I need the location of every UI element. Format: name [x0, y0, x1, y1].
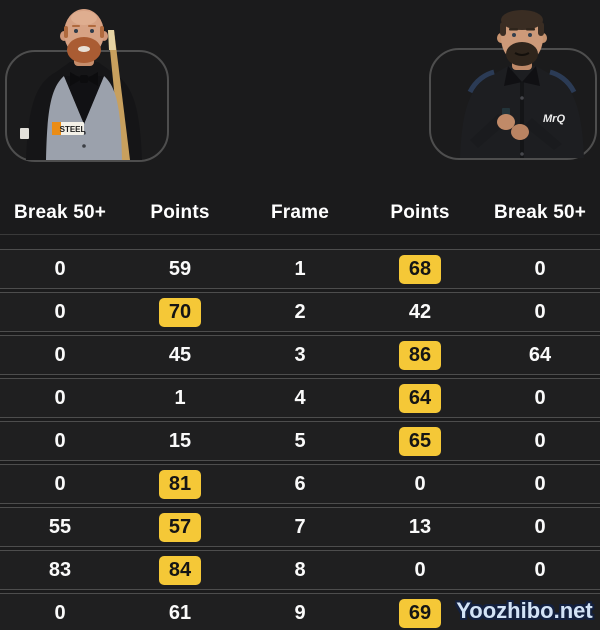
frame-row: 0 70 2 42 0 [0, 292, 600, 332]
right-break-value: 64 [528, 343, 552, 366]
player-right-avatar: MrQ [460, 10, 584, 158]
frame-row: 83 84 8 0 0 [0, 550, 600, 590]
right-points-value: 86 [398, 340, 442, 370]
frame-number: 9 [294, 601, 306, 624]
left-break-value: 0 [54, 601, 66, 624]
frame-number: 2 [294, 300, 306, 323]
right-break-value: 0 [534, 386, 546, 409]
left-points-value: 59 [168, 257, 192, 280]
right-points-value: 13 [408, 515, 432, 538]
left-points-value: 57 [158, 512, 202, 542]
svg-text:STEEL: STEEL [60, 125, 86, 134]
frame-row: 0 1 4 64 0 [0, 378, 600, 418]
frame-row: 0 15 5 65 0 [0, 421, 600, 461]
player-right-photo: MrQ [436, 8, 594, 158]
player-left-photo: STEEL [8, 6, 160, 160]
left-points-value: 1 [174, 386, 186, 409]
right-points-value: 64 [398, 383, 442, 413]
left-points-value: 84 [158, 555, 202, 585]
header-right-break: Break 50+ [493, 202, 587, 223]
frame-number: 4 [294, 386, 306, 409]
left-break-value: 55 [48, 515, 72, 538]
sponsor-logo-right: MrQ [543, 113, 565, 125]
left-break-value: 83 [48, 558, 72, 581]
header-frame: Frame [270, 202, 330, 223]
frame-row: 0 59 1 68 0 [0, 249, 600, 289]
frame-number: 3 [294, 343, 306, 366]
left-break-value: 0 [54, 300, 66, 323]
frame-row: 0 61 9 69 [0, 593, 600, 630]
frame-row: 55 57 7 13 0 [0, 507, 600, 547]
frame-number: 8 [294, 558, 306, 581]
right-points-value: 69 [398, 598, 442, 628]
left-points-value: 45 [168, 343, 192, 366]
bow-tie [70, 72, 98, 86]
header-right-points: Points [390, 202, 450, 223]
left-break-value: 0 [54, 472, 66, 495]
right-break-value: 0 [534, 300, 546, 323]
right-break-value: 0 [534, 472, 546, 495]
frame-row: 0 45 3 86 64 [0, 335, 600, 375]
left-points-value: 81 [158, 469, 202, 499]
frame-number: 6 [294, 472, 306, 495]
header-divider [0, 234, 600, 235]
left-points-value: 70 [158, 297, 202, 327]
sponsor-patch-left: STEEL [52, 122, 86, 135]
right-break-value: 0 [534, 558, 546, 581]
watermark: Yoozhibo.net [456, 598, 593, 623]
left-break-value: 0 [54, 429, 66, 452]
player-left-avatar: STEEL [20, 9, 142, 160]
right-points-value: 0 [414, 472, 426, 495]
right-points-value: 0 [414, 558, 426, 581]
header-left-break: Break 50+ [13, 202, 107, 223]
right-break-value: 0 [534, 429, 546, 452]
right-points-value: 65 [398, 426, 442, 456]
left-break-value: 0 [54, 257, 66, 280]
frame-number: 1 [294, 257, 306, 280]
left-break-value: 0 [54, 343, 66, 366]
left-points-value: 15 [168, 429, 192, 452]
right-break-value: 0 [534, 515, 546, 538]
right-points-value: 42 [408, 300, 432, 323]
frame-row: 0 81 6 0 0 [0, 464, 600, 504]
right-break-value: 0 [534, 257, 546, 280]
frames-table-body: 0 59 1 68 0 0 70 2 42 0 0 45 3 86 64 0 1… [0, 249, 600, 630]
left-break-value: 0 [54, 386, 66, 409]
snooker-cue [108, 30, 130, 160]
right-points-value: 68 [398, 254, 442, 284]
table-header: Break 50+ Points Frame Points Break 50+ [0, 197, 600, 229]
header-left-points: Points [150, 202, 210, 223]
frame-number: 7 [294, 515, 306, 538]
left-points-value: 61 [168, 601, 192, 624]
frame-number: 5 [294, 429, 306, 452]
